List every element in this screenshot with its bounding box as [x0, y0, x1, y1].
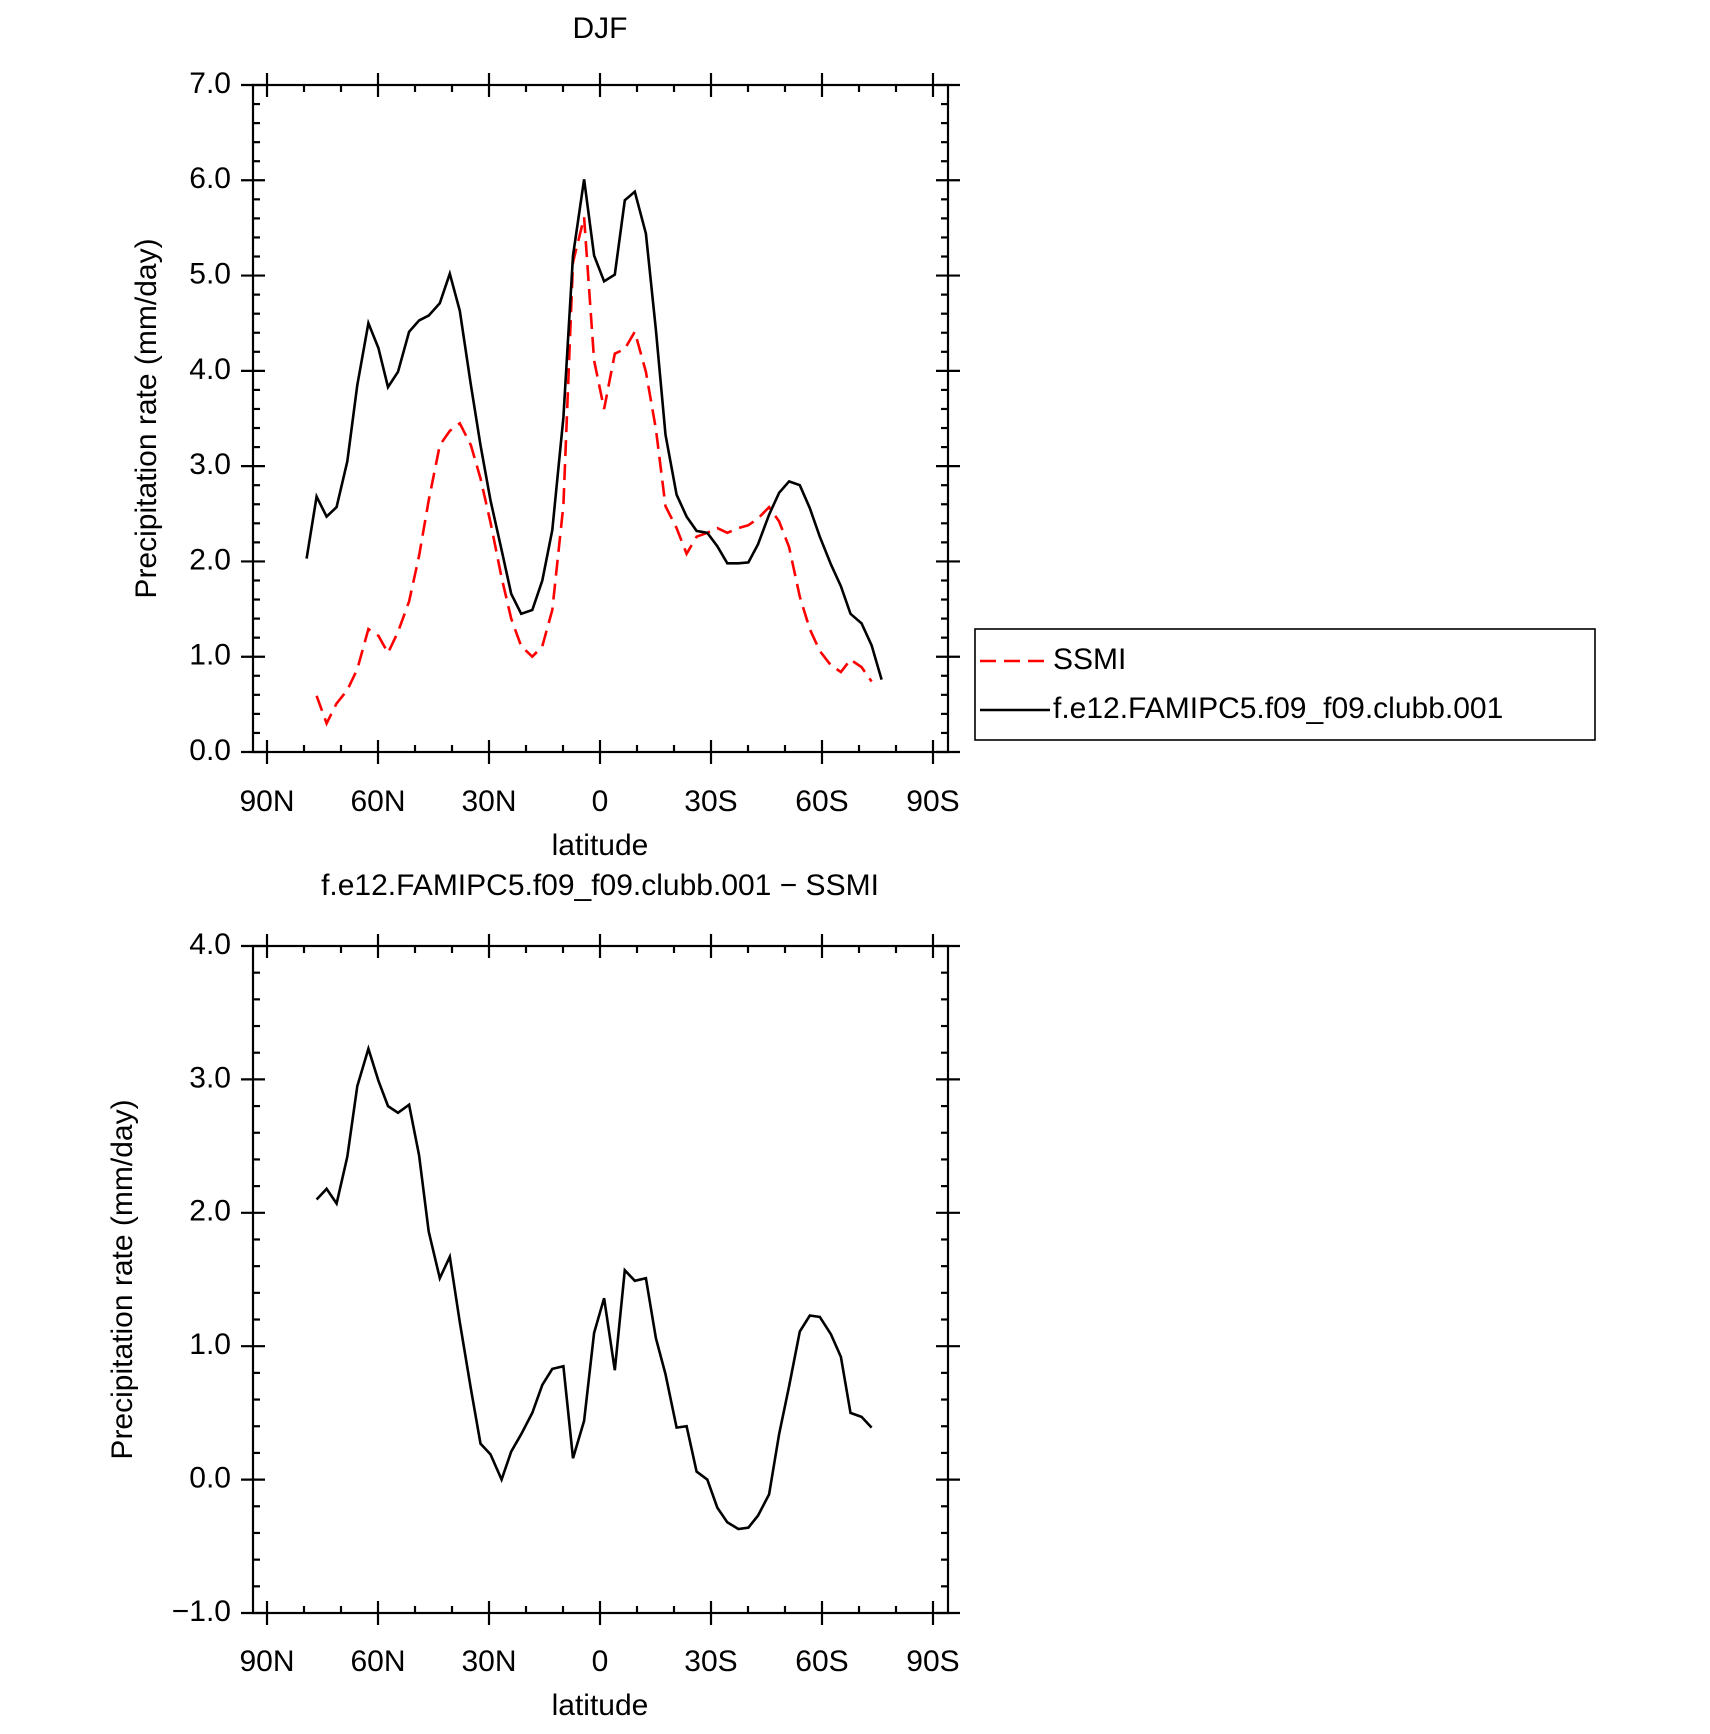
y-tick-label: 4.0 — [189, 928, 231, 961]
y-tick-label: 0.0 — [189, 1462, 231, 1495]
plot-frame — [251, 83, 950, 754]
x-tick-label: 30N — [461, 785, 516, 818]
y-tick-label: 2.0 — [189, 543, 231, 576]
data-line — [305, 179, 883, 680]
y-tick-label: 1.0 — [189, 1328, 231, 1361]
x-tick-label: 30N — [461, 1645, 516, 1678]
x-tick-label: 30S — [684, 785, 737, 818]
x-tick-label: 90S — [906, 785, 959, 818]
y-tick-label: 5.0 — [189, 257, 231, 290]
x-tick-label: 90N — [239, 1645, 294, 1678]
x-tick-label: 60S — [795, 1645, 848, 1678]
data-line — [315, 1044, 873, 1531]
x-tick-label: 0 — [592, 1645, 609, 1678]
y-tick-label: 3.0 — [189, 1061, 231, 1094]
y-tick-label: 6.0 — [189, 162, 231, 195]
x-axis-label: latitude — [552, 1689, 649, 1722]
legend-label: f.e12.FAMIPC5.f09_f09.clubb.001 — [1053, 692, 1503, 725]
x-tick-label: 60N — [350, 1645, 405, 1678]
chart-title: DJF — [573, 12, 628, 45]
y-axis-label: Precipitation rate (mm/day) — [106, 1099, 139, 1459]
y-tick-label: 3.0 — [189, 448, 231, 481]
y-tick-label: 2.0 — [189, 1195, 231, 1228]
x-tick-label: 90S — [906, 1645, 959, 1678]
data-line — [315, 217, 873, 727]
x-tick-label: 60N — [350, 785, 405, 818]
y-tick-label: −1.0 — [172, 1595, 231, 1628]
y-tick-label: 0.0 — [189, 734, 231, 767]
x-tick-label: 30S — [684, 1645, 737, 1678]
x-axis-label: latitude — [552, 829, 649, 862]
plot-frame — [251, 944, 950, 1615]
y-axis-label: Precipitation rate (mm/day) — [130, 238, 163, 598]
legend-label: SSMI — [1053, 643, 1126, 676]
x-tick-label: 60S — [795, 785, 848, 818]
x-tick-label: 90N — [239, 785, 294, 818]
y-tick-label: 4.0 — [189, 353, 231, 386]
y-tick-label: 1.0 — [189, 639, 231, 672]
legend-box — [974, 628, 1596, 741]
y-tick-label: 7.0 — [189, 67, 231, 100]
x-tick-label: 0 — [592, 785, 609, 818]
chart-title: f.e12.FAMIPC5.f09_f09.clubb.001 − SSMI — [321, 869, 879, 902]
